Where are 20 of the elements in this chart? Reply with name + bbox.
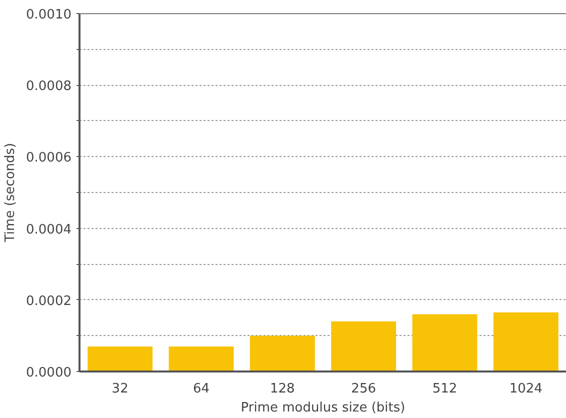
bar [168,346,234,372]
y-tick-label: 0.0010 [26,8,72,22]
x-tick-label: 512 [432,382,458,396]
x-tick-label: 32 [112,382,128,396]
bar [331,321,396,372]
text: 0.0000 [26,366,72,380]
y-axis-title: Time (seconds) [3,142,18,244]
x-tick-label: 64 [192,382,210,396]
y-tick-label: 0.0006 [26,150,72,166]
y-tick-label: 0.0008 [26,79,72,94]
x-axis-title: Prime modulus size (bits) [240,400,406,416]
bar [493,312,558,372]
x-tick-label: 128 [270,382,295,396]
y-tick-label: 0.0002 [26,294,72,309]
bar [88,346,153,372]
bar [250,336,315,372]
y-tick-label: 0.0004 [26,222,72,238]
x-tick-label: 1024 [509,382,542,396]
bar [412,314,478,372]
x-tick-label: 256 [351,382,376,396]
